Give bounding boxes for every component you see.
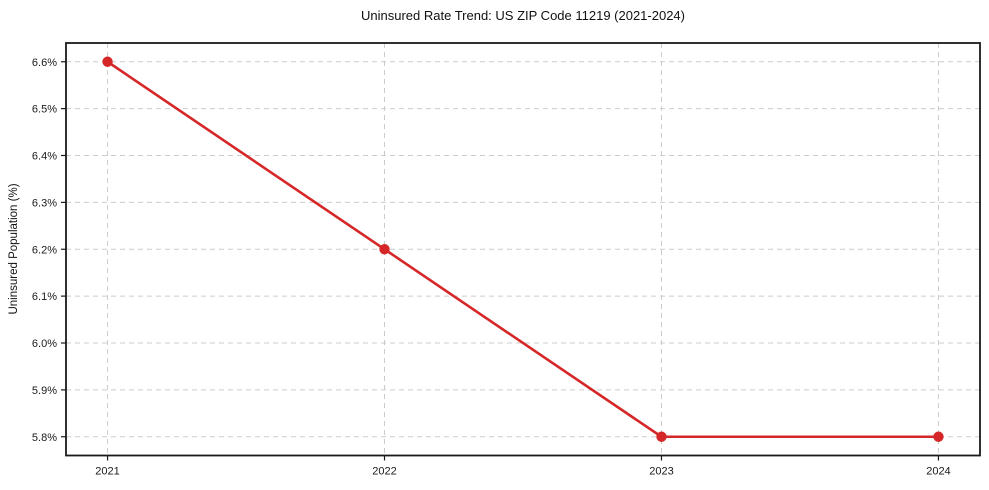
y-tick-label: 5.9% [32, 385, 57, 397]
y-tick-label: 6.0% [32, 338, 57, 350]
x-tick-label: 2023 [649, 466, 673, 478]
data-point [656, 431, 667, 442]
x-tick-label: 2021 [95, 466, 119, 478]
y-tick-label: 6.3% [32, 197, 57, 209]
x-tick-label: 2024 [926, 466, 950, 478]
chart-title: Uninsured Rate Trend: US ZIP Code 11219 … [361, 8, 685, 23]
y-tick-label: 6.4% [32, 151, 57, 163]
y-tick-label: 6.2% [32, 244, 57, 256]
y-tick-label: 6.6% [32, 57, 57, 69]
data-point [933, 431, 944, 442]
y-tick-label: 5.8% [32, 432, 57, 444]
trend-line [106, 60, 940, 439]
x-tick-label: 2022 [372, 466, 396, 478]
data-point [102, 56, 113, 67]
y-tick-label: 6.5% [32, 104, 57, 116]
y-tick-label: 6.1% [32, 291, 57, 303]
data-point [379, 244, 390, 255]
